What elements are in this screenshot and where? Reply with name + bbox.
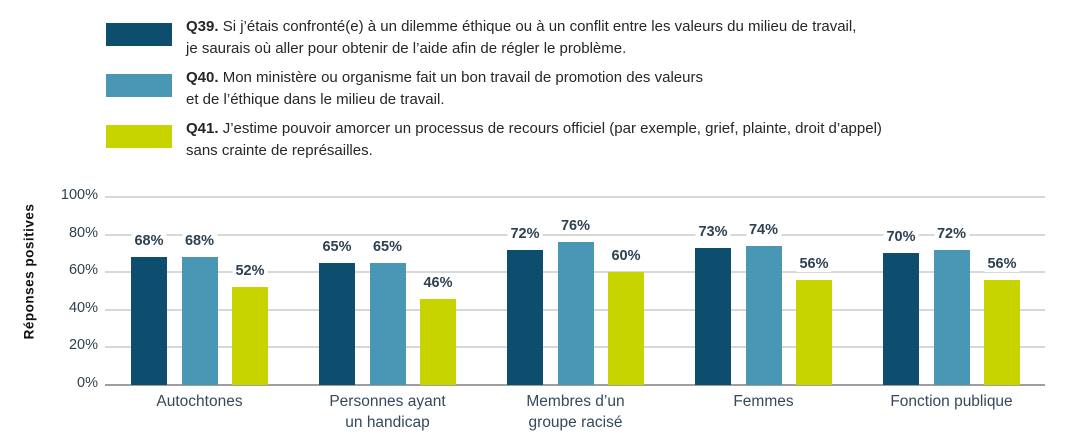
bar-q40-cat1: [181, 257, 218, 385]
y-tick-label-80: 80%: [68, 224, 98, 241]
x-category-label-line: Membres d’un: [526, 393, 625, 410]
bar-q39-cat4: [695, 247, 731, 385]
legend-q40-line2: et de l’éthique dans le milieu de travai…: [186, 91, 445, 108]
bar-value-label: 76%: [557, 218, 594, 235]
bar-value-label: 74%: [745, 221, 782, 238]
y-tick-label-60: 60%: [68, 262, 98, 279]
legend-q40-line1: Mon ministère ou organisme fait un bon t…: [222, 69, 703, 86]
bar-value-label: 68%: [181, 233, 218, 250]
bar-q41-cat1: [232, 287, 268, 385]
legend-q39-prefix: Q39.: [186, 18, 219, 35]
bar-q39-cat1: [131, 257, 167, 385]
bar-value-label: 46%: [420, 274, 456, 291]
bar-q40-cat4: [745, 245, 782, 385]
y-tick-label-0: 0%: [77, 375, 98, 391]
bar-value-label: 56%: [984, 255, 1020, 272]
x-category-label-line: Autochtones: [156, 393, 243, 410]
x-category-label-line: un handicap: [345, 414, 430, 431]
legend-item-q40: Q40. Mon ministère ou organisme fait un …: [106, 67, 703, 111]
x-category-label-line: groupe racisé: [528, 414, 623, 431]
legend-item-q41: Q41. J’estime pouvoir amorcer un process…: [106, 118, 882, 162]
x-category-label: Personnes ayant un handicap: [293, 391, 483, 433]
y-tick-label-100: 100%: [60, 187, 98, 203]
bar-q41-cat4: [796, 279, 832, 385]
x-category-label-line: Personnes ayant: [329, 393, 446, 410]
x-category-label: Autochtones: [105, 391, 295, 412]
legend-q39-line1: Si j’étais confronté(e) à un dilemme éth…: [222, 18, 857, 35]
gridline-80: [105, 233, 1045, 236]
x-category-label: Membres d’un groupe racisé: [481, 391, 671, 433]
legend-swatch-q41: [106, 125, 172, 148]
legend-q41-prefix: Q41.: [186, 120, 219, 137]
bar-q40-cat2: [369, 262, 406, 385]
bar-value-label: 72%: [507, 225, 543, 242]
legend-q41-line2: sans crainte de représailles.: [186, 142, 373, 159]
bar-value-label: 56%: [796, 255, 832, 272]
bar-q39-cat3: [507, 249, 543, 385]
legend-item-q39: Q39. Si j’étais confronté(e) à un dilemm…: [106, 16, 856, 60]
x-category-label-line: Femmes: [733, 393, 794, 410]
bar-value-label: 65%: [319, 238, 355, 255]
x-category-label: Femmes: [669, 391, 859, 412]
bar-q41-cat3: [608, 272, 644, 385]
legend-label-q39: Q39. Si j’étais confronté(e) à un dilemm…: [186, 16, 856, 60]
legend-q41-line1: J’estime pouvoir amorcer un processus de…: [222, 120, 882, 137]
gridline-0: [105, 384, 1045, 386]
bar-value-label: 72%: [933, 225, 970, 242]
bar-value-label: 65%: [369, 238, 406, 255]
bar-value-label: 60%: [608, 248, 644, 265]
legend-label-q40: Q40. Mon ministère ou organisme fait un …: [186, 67, 703, 111]
x-category-label: Fonction publique: [857, 391, 1047, 412]
bar-value-label: 52%: [232, 263, 268, 280]
bar-q39-cat2: [319, 262, 355, 385]
legend-q39-line2: je saurais où aller pour obtenir de l’ai…: [186, 40, 627, 57]
bar-q40-cat3: [557, 242, 594, 385]
bar-q39-cat5: [883, 253, 919, 385]
bar-q41-cat5: [984, 279, 1020, 385]
legend-q40-prefix: Q40.: [186, 69, 219, 86]
legend-label-q41: Q41. J’estime pouvoir amorcer un process…: [186, 118, 882, 162]
y-tick-label-40: 40%: [68, 299, 98, 316]
bar-q40-cat5: [933, 249, 970, 385]
legend-swatch-q39: [106, 23, 172, 46]
bar-value-label: 70%: [883, 229, 919, 246]
bar-value-label: 73%: [695, 223, 731, 240]
y-tick-label-20: 20%: [68, 337, 98, 354]
bar-q41-cat2: [420, 298, 456, 385]
legend-swatch-q40: [106, 74, 172, 97]
x-category-label-line: Fonction publique: [890, 393, 1013, 410]
bar-value-label: 68%: [131, 233, 167, 250]
gridline-100: [105, 196, 1045, 198]
